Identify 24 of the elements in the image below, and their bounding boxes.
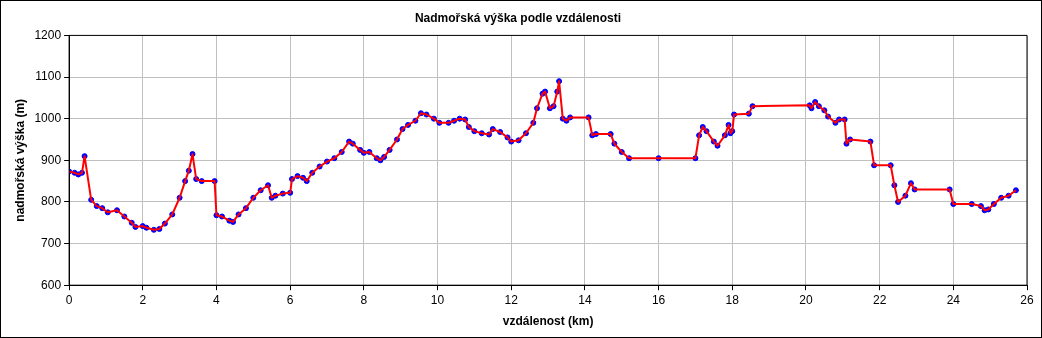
x-axis-title: vzdálenost (km): [502, 314, 594, 329]
y-tick-label: 700: [41, 235, 62, 250]
y-tick-label: 900: [41, 152, 62, 167]
x-tick-label: 12: [504, 292, 519, 307]
chart-title: Nadmořská výška podle vzdálenosti: [414, 10, 622, 25]
y-tick-label: 1100: [35, 69, 62, 84]
x-tick-label: 16: [651, 292, 666, 307]
y-tick-label: 1200: [34, 27, 62, 42]
x-tick-label: 0: [65, 292, 73, 307]
x-tick-label: 2: [139, 292, 147, 307]
x-tick-label: 24: [946, 292, 961, 307]
x-tick-label: 4: [213, 292, 221, 307]
x-tick-label: 26: [1020, 292, 1034, 307]
x-tick-label: 14: [578, 292, 592, 307]
y-tick-label: 800: [41, 194, 62, 209]
x-tick-label: 8: [360, 292, 368, 307]
x-tick-label: 10: [430, 292, 445, 307]
x-tick-label: 6: [286, 292, 294, 307]
x-tick-label: 18: [725, 292, 740, 307]
y-axis-title: nadmořská výška (m): [12, 98, 27, 222]
y-tick-label: 600: [41, 277, 62, 292]
x-tick-label: 20: [799, 292, 813, 307]
x-tick-label: 22: [872, 292, 887, 307]
y-tick-label: 1000: [34, 110, 62, 125]
